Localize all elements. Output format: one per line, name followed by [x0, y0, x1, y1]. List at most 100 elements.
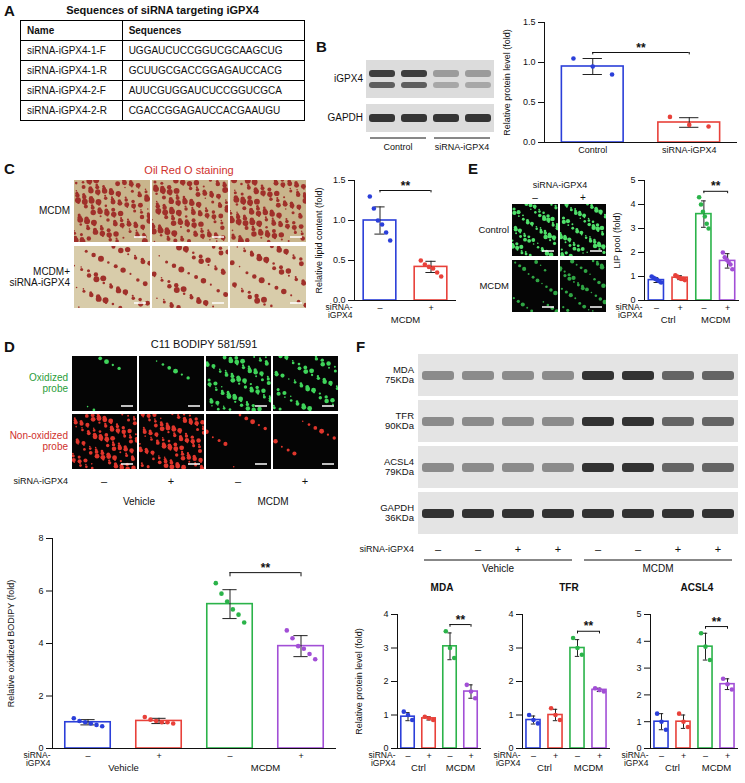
svg-text:MCDM: MCDM [446, 762, 476, 773]
svg-text:Relative lipid content (fold): Relative lipid content (fold) [314, 187, 324, 293]
svg-text:5: 5 [630, 175, 635, 185]
svg-text:2: 2 [383, 676, 388, 686]
svg-text:+: + [675, 543, 681, 555]
svg-text:–: – [635, 543, 642, 555]
svg-text:Oxidizedprobe: Oxidizedprobe [29, 371, 68, 393]
svg-text:ACSL479KDa: ACSL479KDa [384, 455, 415, 476]
svg-text:1.5: 1.5 [523, 17, 536, 27]
svg-text:**: ** [711, 179, 721, 193]
svg-text:+: + [597, 751, 602, 761]
svg-text:+: + [298, 751, 303, 761]
svg-text:2: 2 [508, 676, 513, 686]
svg-text:siRNA-iGPX4: siRNA-iGPX4 [435, 142, 490, 152]
svg-text:3: 3 [636, 663, 641, 673]
svg-text:Ctrl: Ctrl [661, 314, 676, 325]
svg-text:siRNA-iGPX4: siRNA-iGPX4 [326, 302, 353, 321]
svg-text:+: + [555, 543, 561, 555]
svg-text:0.5: 0.5 [523, 97, 536, 107]
svg-text:Ctrl: Ctrl [665, 762, 680, 773]
svg-text:siRNA-iGPX4: siRNA-iGPX4 [13, 476, 68, 486]
svg-text:4: 4 [630, 199, 635, 209]
svg-text:MCDM: MCDM [642, 563, 673, 574]
svg-text:**: ** [636, 41, 646, 55]
svg-text:siRNA-iGPX4: siRNA-iGPX4 [359, 544, 414, 554]
svg-text:–: – [101, 475, 108, 487]
svg-text:4: 4 [383, 609, 388, 619]
svg-text:–: – [659, 751, 664, 761]
svg-text:Relative oxidized BODIPY (fold: Relative oxidized BODIPY (fold) [6, 580, 16, 707]
svg-text:+: + [468, 751, 473, 761]
svg-text:3: 3 [630, 223, 635, 233]
svg-text:+: + [553, 751, 558, 761]
svg-text:+: + [302, 475, 308, 487]
svg-text:Control: Control [478, 224, 509, 235]
svg-text:8: 8 [38, 533, 43, 543]
svg-text:3: 3 [508, 643, 513, 653]
svg-text:–: – [405, 751, 410, 761]
svg-text:–: – [595, 543, 602, 555]
svg-text:MCDM: MCDM [391, 314, 421, 325]
svg-text:1: 1 [636, 717, 641, 727]
svg-text:MDA75KDa: MDA75KDa [385, 363, 415, 384]
svg-text:MCDM: MCDM [479, 280, 509, 291]
svg-text:–: – [701, 303, 706, 313]
svg-text:–: – [532, 192, 538, 203]
svg-text:MCDM: MCDM [574, 762, 604, 773]
svg-text:1: 1 [630, 271, 635, 281]
svg-text:iGPX4: iGPX4 [334, 73, 363, 84]
svg-text:MCDM: MCDM [701, 314, 731, 325]
svg-text:Ctrl: Ctrl [411, 762, 426, 773]
svg-text:LIP pool (fold): LIP pool (fold) [612, 213, 622, 269]
svg-text:**: ** [456, 613, 466, 627]
svg-text:**: ** [584, 619, 594, 633]
svg-text:–: – [654, 303, 659, 313]
svg-text:1.5: 1.5 [333, 175, 346, 185]
svg-text:siRNA-iGPX4: siRNA-iGPX4 [369, 750, 396, 769]
svg-text:–: – [475, 543, 482, 555]
svg-text:2: 2 [630, 247, 635, 257]
svg-text:–: – [227, 751, 232, 761]
svg-text:4: 4 [38, 638, 43, 648]
svg-text:1.0: 1.0 [523, 57, 536, 67]
svg-text:siRNA-iGPX4: siRNA-iGPX4 [622, 750, 649, 769]
svg-text:Ctrl: Ctrl [537, 762, 552, 773]
svg-text:GAPDH36KDa: GAPDH36KDa [380, 501, 414, 522]
svg-text:siRNA-iGPX4: siRNA-iGPX4 [24, 750, 51, 769]
svg-text:MCDM: MCDM [702, 762, 732, 773]
svg-text:4: 4 [508, 609, 513, 619]
svg-text:MCDM: MCDM [257, 496, 288, 507]
svg-text:1: 1 [508, 710, 513, 720]
svg-text:+: + [426, 751, 431, 761]
svg-text:+: + [715, 543, 721, 555]
svg-text:+: + [156, 751, 161, 761]
svg-text:+: + [677, 303, 682, 313]
svg-text:MCDM+siRNA-iGPX4: MCDM+siRNA-iGPX4 [9, 265, 70, 287]
svg-text:–: – [435, 543, 442, 555]
svg-text:MCDM: MCDM [251, 762, 281, 773]
svg-text:siRNA-iGPX4: siRNA-iGPX4 [616, 302, 643, 321]
svg-text:siRNA-iGPX4: siRNA-iGPX4 [533, 180, 588, 190]
svg-text:siRNA-iGPX4: siRNA-iGPX4 [662, 145, 717, 155]
svg-text:–: – [531, 751, 536, 761]
svg-text:MCDM: MCDM [39, 205, 70, 216]
svg-text:Non-oxidizedprobe: Non-oxidizedprobe [10, 429, 69, 451]
svg-text:Relative protein level (fold): Relative protein level (fold) [502, 29, 512, 136]
svg-text:Vehicle: Vehicle [482, 563, 515, 574]
svg-text:–: – [575, 751, 580, 761]
svg-text:siRNA-iGPX4: siRNA-iGPX4 [494, 750, 521, 769]
svg-text:0.5: 0.5 [333, 255, 346, 265]
svg-text:4: 4 [636, 636, 641, 646]
svg-text:–: – [377, 303, 382, 313]
svg-text:Vehicle: Vehicle [108, 762, 139, 773]
svg-text:6: 6 [38, 586, 43, 596]
svg-text:Control: Control [578, 145, 607, 155]
svg-text:+: + [580, 192, 586, 203]
svg-text:2: 2 [38, 691, 43, 701]
svg-text:–: – [703, 751, 708, 761]
svg-text:1: 1 [383, 710, 388, 720]
svg-text:+: + [725, 751, 730, 761]
svg-text:TFR90KDa: TFR90KDa [385, 409, 415, 430]
svg-text:**: ** [261, 561, 271, 575]
svg-text:3: 3 [383, 643, 388, 653]
svg-text:**: ** [401, 179, 411, 193]
